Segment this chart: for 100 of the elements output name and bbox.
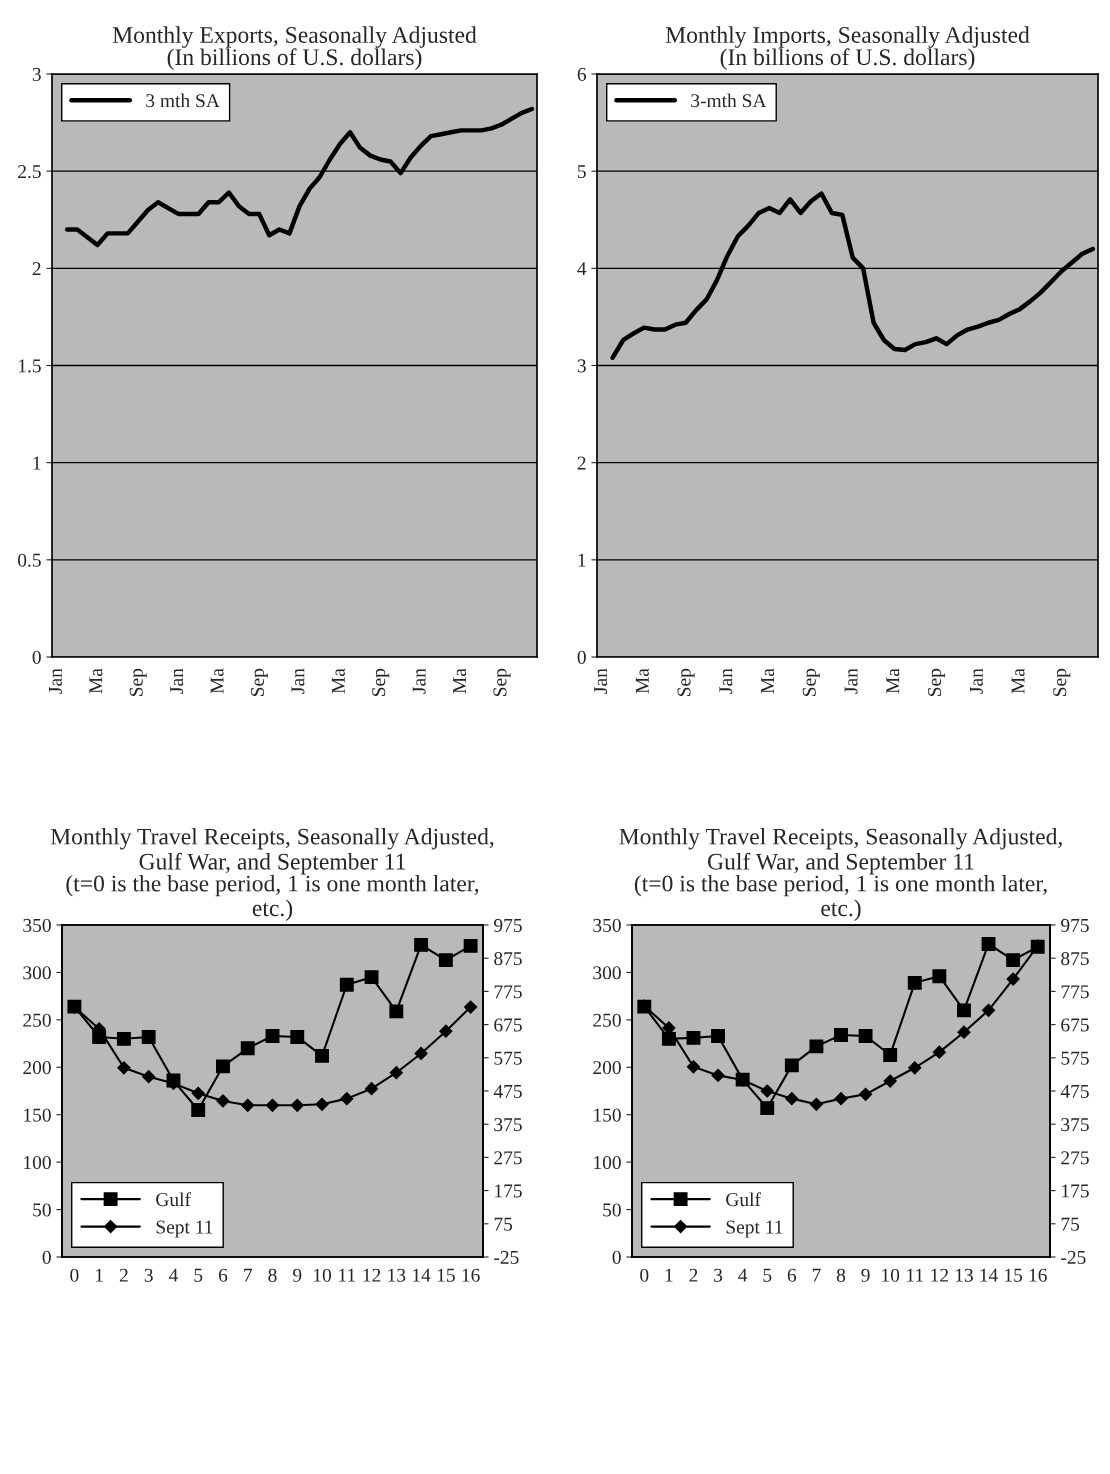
chart-subtitle: (t=0 is the base period, 1 is one month later, etc.) — [634, 874, 1047, 921]
legend-label: Gulf — [156, 1192, 191, 1207]
y2-tick-label: 875 — [494, 952, 522, 966]
x-tick-label: 3 — [144, 1268, 153, 1282]
y-tick-label: 2 — [32, 262, 41, 276]
x-tick-label: 6 — [218, 1268, 228, 1282]
x-tick-label: Jan — [48, 668, 62, 694]
x-tick-label: 16 — [462, 1268, 480, 1282]
y2-tick-label: 75 — [494, 1217, 513, 1231]
chart-title: Monthly Travel Receipts, Seasonally Adjusted, Gulf War, and September 11 — [619, 827, 1062, 875]
x-tick-label: Sep — [802, 668, 820, 696]
legend-label: Sept 11 — [156, 1220, 213, 1238]
y-tick-label: 50 — [33, 1203, 51, 1217]
x-tick-label: 12 — [363, 1268, 381, 1282]
y-tick-label: 3 — [577, 359, 586, 373]
y2-tick-label: 975 — [1061, 918, 1089, 932]
y-tick-label: 0 — [32, 650, 41, 664]
x-tick-label: Ma — [453, 668, 467, 694]
y-tick-label: 200 — [23, 1061, 51, 1075]
x-tick-label: Sep — [372, 668, 390, 696]
y2-tick-label: 775 — [494, 985, 522, 999]
x-tick-label: 3 — [714, 1268, 723, 1282]
x-tick-label: 15 — [1005, 1268, 1023, 1282]
y2-tick-label: 75 — [1061, 1217, 1080, 1231]
x-tick-label: Jan — [844, 668, 858, 694]
legend-label: Gulf — [726, 1192, 761, 1207]
y-tick-label: 50 — [603, 1203, 621, 1217]
x-tick-label: Ma — [1011, 668, 1025, 694]
y2-tick-label: -25 — [494, 1250, 519, 1264]
y2-tick-label: -25 — [1061, 1250, 1086, 1264]
y-tick-label: 6 — [577, 67, 586, 81]
y2-tick-label: 375 — [1061, 1118, 1089, 1132]
x-tick-label: Ma — [761, 668, 775, 694]
y2-tick-label: 275 — [494, 1151, 522, 1165]
x-tick-label: 11 — [339, 1268, 355, 1282]
y2-tick-label: 175 — [495, 1184, 522, 1198]
x-tick-label: 2 — [689, 1268, 698, 1282]
y2-tick-label: 575 — [494, 1051, 522, 1065]
y-tick-label: 2 — [577, 456, 586, 470]
x-tick-label: Ma — [635, 668, 649, 694]
y-tick-label: 0 — [577, 650, 586, 664]
y-tick-label: 150 — [24, 1108, 51, 1122]
x-tick-label: Jan — [291, 668, 305, 694]
legend-label: 3-mth SA — [691, 93, 767, 108]
x-tick-label: Ma — [89, 668, 103, 694]
x-tick-label: 4 — [168, 1268, 178, 1282]
y2-tick-label: 375 — [494, 1118, 522, 1132]
y2-tick-label: 675 — [1061, 1018, 1089, 1032]
chart-title: Monthly Travel Receipts, Seasonally Adjusted, Gulf War, and September 11 — [50, 827, 494, 875]
y2-tick-label: 675 — [494, 1018, 522, 1032]
x-tick-label: 13 — [955, 1268, 973, 1282]
chart-subtitle: (In billions of U.S. dollars) — [167, 48, 422, 70]
x-tick-label: Ma — [331, 668, 345, 694]
x-tick-label: Sep — [928, 668, 946, 696]
x-tick-label: 15 — [437, 1268, 455, 1282]
y-tick-label: 100 — [594, 1155, 621, 1170]
x-tick-label: 6 — [787, 1268, 797, 1282]
x-tick-label: Jan — [594, 668, 608, 694]
chart-subtitle: (In billions of U.S. dollars) — [720, 48, 975, 70]
x-tick-label: 14 — [980, 1268, 998, 1282]
x-tick-label: 1 — [96, 1268, 103, 1282]
x-tick-label: Ma — [210, 668, 224, 694]
x-tick-label: 12 — [931, 1268, 948, 1282]
y-tick-label: 3 — [32, 67, 41, 81]
y2-tick-label: 775 — [1061, 985, 1089, 999]
y-tick-label: 1.5 — [18, 359, 41, 373]
x-tick-label: 2 — [119, 1268, 128, 1282]
x-tick-label: Jan — [170, 668, 184, 694]
x-tick-label: Jan — [969, 668, 983, 694]
y-tick-label: 200 — [593, 1061, 621, 1075]
x-tick-label: 8 — [836, 1268, 846, 1282]
x-tick-label: 5 — [763, 1268, 772, 1282]
y-tick-label: 2.5 — [18, 165, 41, 179]
y-tick-label: 1 — [33, 456, 41, 470]
y2-tick-label: 175 — [1062, 1184, 1089, 1198]
y-tick-label: 100 — [24, 1155, 51, 1170]
y-tick-label: 250 — [593, 1013, 621, 1027]
x-tick-label: Jan — [412, 668, 426, 694]
y2-tick-label: 475 — [493, 1084, 522, 1098]
x-tick-label: Sep — [1053, 668, 1071, 696]
x-tick-label: 14 — [413, 1268, 431, 1282]
x-tick-label: 5 — [194, 1268, 203, 1282]
y2-tick-label: 875 — [1061, 952, 1089, 966]
x-tick-label: 13 — [388, 1268, 406, 1282]
y-tick-label: 300 — [593, 966, 621, 980]
x-tick-label: 0 — [70, 1268, 79, 1282]
x-tick-label: 11 — [907, 1268, 923, 1282]
x-tick-label: 1 — [665, 1268, 673, 1282]
legend-label: Sept 11 — [726, 1220, 783, 1238]
y-tick-label: 350 — [23, 918, 51, 932]
y2-tick-label: 975 — [494, 918, 522, 932]
x-tick-label: 9 — [293, 1268, 302, 1282]
y-tick-label: 0.5 — [18, 553, 41, 567]
y-tick-label: 1 — [578, 553, 586, 567]
x-tick-label: 10 — [314, 1268, 332, 1282]
x-tick-label: Sep — [493, 668, 511, 696]
x-tick-label: Sep — [250, 668, 268, 696]
x-tick-label: Sep — [677, 668, 695, 696]
x-tick-label: 4 — [738, 1268, 748, 1282]
y-tick-label: 0 — [42, 1250, 51, 1264]
